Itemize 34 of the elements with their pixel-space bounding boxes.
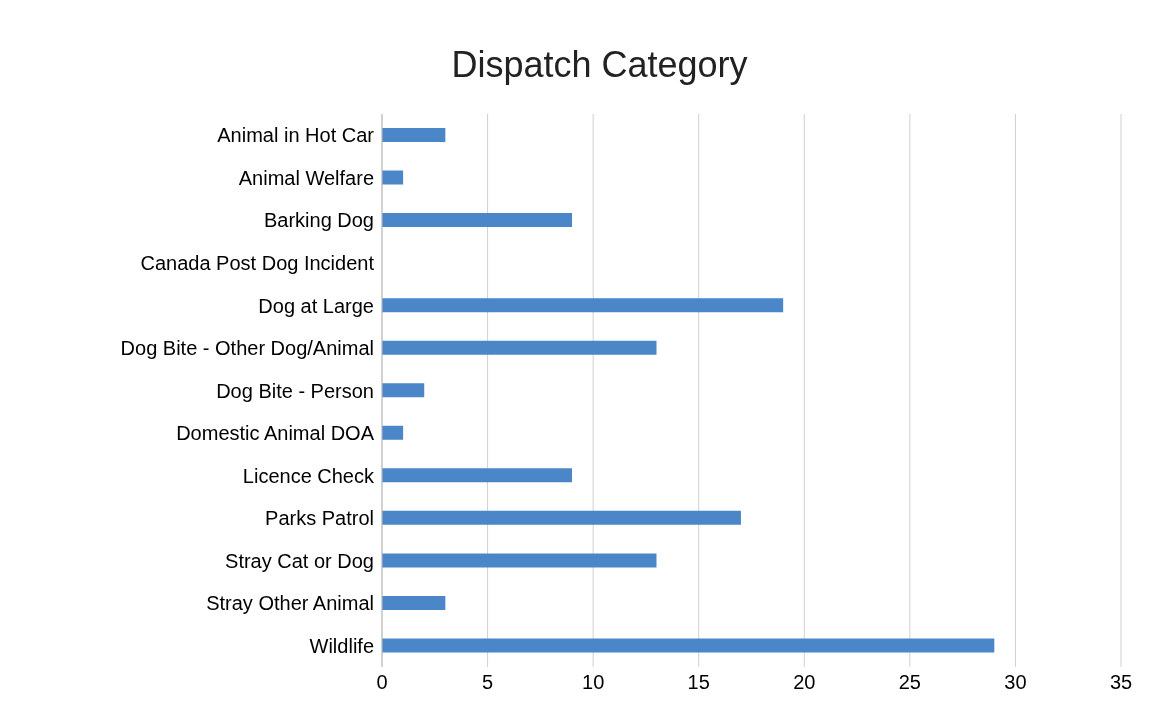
- bar: [382, 468, 573, 483]
- y-tick-label: Barking Dog: [263, 209, 374, 232]
- x-tick-label: 35: [1109, 671, 1133, 694]
- x-tick-label: 10: [582, 671, 605, 694]
- bar: [382, 383, 425, 398]
- bar: [382, 298, 784, 313]
- x-tick-label: 5: [482, 671, 494, 694]
- y-tick-label: Dog at Large: [258, 294, 374, 317]
- x-tick-label: 15: [687, 671, 710, 694]
- bar: [382, 128, 446, 142]
- y-tick-label: Licence Check: [242, 464, 375, 487]
- bar: [382, 595, 446, 610]
- y-tick-label: Parks Patrol: [265, 507, 374, 530]
- y-tick-label: Domestic Animal DOA: [176, 422, 375, 445]
- y-tick-label: Stray Other Animal: [206, 592, 374, 615]
- x-tick-label: 20: [793, 671, 816, 694]
- y-tick-label: Canada Post Dog Incident: [140, 251, 375, 274]
- bar: [382, 213, 573, 228]
- bar: [382, 425, 404, 440]
- y-tick-label: Animal Welfare: [238, 166, 374, 189]
- bar: [382, 553, 657, 568]
- bar: [382, 510, 741, 525]
- x-tick-label: 0: [376, 671, 388, 694]
- y-tick-label: Wildlife: [309, 634, 374, 657]
- y-tick-label: Stray Cat or Dog: [225, 549, 374, 572]
- chart-title: Dispatch Category: [450, 43, 749, 87]
- bar: [382, 638, 995, 653]
- y-tick-label: Dog Bite - Person: [216, 379, 374, 402]
- x-tick-label: 25: [898, 671, 921, 694]
- y-tick-label: Dog Bite - Other Dog/Animal: [120, 337, 374, 360]
- y-tick-label: Animal in Hot Car: [217, 124, 375, 147]
- x-tick-label: 30: [1004, 671, 1027, 694]
- bar: [382, 170, 404, 185]
- bar: [382, 340, 657, 355]
